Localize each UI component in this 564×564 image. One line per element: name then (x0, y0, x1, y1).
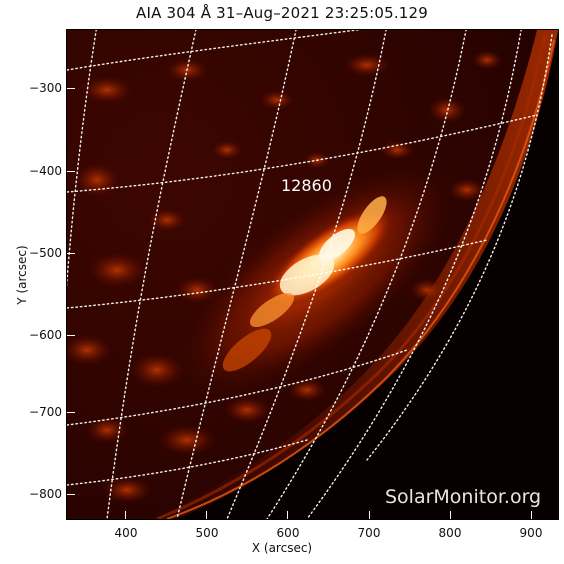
watermark: SolarMonitor.org (385, 486, 542, 508)
y-tick-label: −500 (29, 246, 62, 260)
x-tick-mark (206, 511, 207, 519)
y-tick-mark (67, 88, 75, 89)
x-tick-label: 900 (519, 526, 543, 540)
heliographic-grid (67, 30, 553, 519)
y-tick-mark (67, 171, 75, 172)
x-tick-mark (531, 511, 532, 519)
y-tick-label: −800 (29, 487, 62, 501)
x-tick-mark (369, 511, 370, 519)
y-tick-mark (67, 412, 75, 413)
y-tick-label: −300 (29, 81, 62, 95)
x-tick-mark (287, 511, 288, 519)
x-tick-mark (125, 511, 126, 519)
y-axis-label: Y (arcsec) (15, 245, 29, 305)
y-tick-mark (67, 253, 75, 254)
x-tick-label: 700 (357, 526, 381, 540)
y-tick-label: −600 (29, 328, 62, 342)
x-tick-label: 500 (195, 526, 219, 540)
active-region-label: 12860 (281, 176, 332, 195)
x-tick-label: 800 (438, 526, 462, 540)
y-tick-label: −700 (29, 405, 62, 419)
solar-disk-image (67, 30, 558, 519)
image-title: AIA 304 Å 31–Aug–2021 23:25:05.129 (135, 4, 429, 22)
x-axis-label: X (arcsec) (251, 541, 313, 555)
y-tick-label: −400 (29, 164, 62, 178)
y-tick-mark (67, 494, 75, 495)
x-tick-mark (450, 511, 451, 519)
x-tick-label: 600 (276, 526, 300, 540)
x-tick-label: 400 (114, 526, 138, 540)
solar-image-panel: 12860 SolarMonitor.org (67, 30, 558, 519)
y-tick-mark (67, 335, 75, 336)
